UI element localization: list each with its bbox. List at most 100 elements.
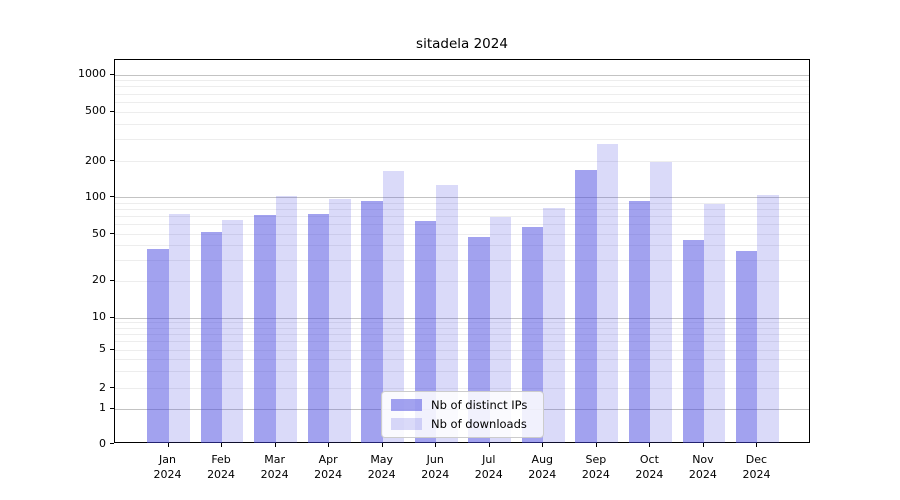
x-tick-mark bbox=[542, 443, 544, 447]
x-tick-mark bbox=[328, 443, 330, 447]
legend-label-downloads: Nb of downloads bbox=[431, 417, 527, 431]
legend-swatch-distinct-ips bbox=[391, 399, 422, 411]
bar-downloads bbox=[275, 195, 298, 443]
y-tick-label: 20 bbox=[92, 273, 106, 286]
x-tick-mark bbox=[274, 443, 276, 447]
gridline-minor bbox=[115, 209, 809, 211]
gridline-minor bbox=[115, 327, 809, 329]
y-tick-label: 10 bbox=[92, 310, 106, 323]
y-tick-label: 1 bbox=[99, 401, 106, 414]
x-tick-mark bbox=[435, 443, 437, 447]
gridline-minor bbox=[115, 388, 809, 389]
legend-item-downloads: Nb of downloads bbox=[391, 416, 534, 432]
bar-distinct-ips bbox=[575, 170, 597, 443]
x-tick-mark bbox=[381, 443, 383, 447]
bar-downloads bbox=[382, 170, 405, 443]
y-tick-mark bbox=[110, 110, 114, 112]
bar-distinct-ips bbox=[254, 214, 276, 443]
bar-downloads bbox=[168, 213, 190, 443]
y-tick-label: 2 bbox=[99, 380, 106, 394]
gridline-minor bbox=[115, 80, 809, 82]
bar-downloads bbox=[596, 143, 619, 443]
y-tick-label: 200 bbox=[85, 153, 106, 167]
plot-area bbox=[114, 59, 810, 443]
gridline-minor bbox=[115, 161, 809, 162]
gridline-minor bbox=[115, 101, 809, 103]
bar-distinct-ips bbox=[414, 220, 437, 443]
bar-downloads bbox=[436, 184, 458, 443]
y-tick-mark bbox=[110, 73, 114, 75]
bar-downloads bbox=[329, 198, 351, 443]
bar-downloads bbox=[543, 207, 565, 443]
x-tick-mark bbox=[595, 443, 597, 447]
gridline-major bbox=[115, 74, 809, 76]
x-tick-mark bbox=[702, 443, 704, 447]
bar-downloads bbox=[222, 220, 244, 443]
bar-distinct-ips bbox=[147, 249, 169, 443]
gridline-minor bbox=[115, 234, 809, 235]
gridline-minor bbox=[115, 86, 809, 88]
gridline-minor bbox=[115, 93, 809, 95]
bar-distinct-ips bbox=[736, 250, 758, 443]
x-tick-label: Feb 2024 bbox=[207, 453, 236, 481]
gridline-minor bbox=[115, 333, 809, 335]
gridline-minor bbox=[115, 341, 809, 343]
x-tick-label: Nov 2024 bbox=[688, 453, 717, 481]
gridline-minor bbox=[115, 202, 809, 204]
chart-title: sitadela 2024 bbox=[416, 36, 508, 52]
bar-downloads bbox=[703, 204, 726, 443]
x-tick-label: May 2024 bbox=[367, 453, 396, 481]
bar-downloads bbox=[757, 194, 779, 443]
y-tick-mark bbox=[110, 279, 114, 281]
legend-label-distinct-ips: Nb of distinct IPs bbox=[431, 398, 528, 412]
bar-downloads bbox=[650, 162, 672, 443]
y-tick-mark bbox=[110, 233, 114, 234]
x-tick-label: Mar 2024 bbox=[260, 453, 289, 481]
y-tick-mark bbox=[110, 316, 114, 318]
x-tick-mark bbox=[167, 443, 169, 447]
legend: Nb of distinct IPs Nb of downloads bbox=[381, 391, 544, 438]
y-tick-label: 500 bbox=[85, 104, 106, 117]
gridline-minor bbox=[115, 224, 809, 226]
y-tick-mark bbox=[110, 160, 114, 161]
x-tick-label: Apr 2024 bbox=[314, 453, 343, 481]
x-tick-label: Oct 2024 bbox=[635, 453, 664, 481]
bar-distinct-ips bbox=[361, 201, 383, 443]
x-tick-label: Aug 2024 bbox=[528, 453, 557, 481]
gridline-major bbox=[115, 197, 809, 199]
gridline-minor bbox=[115, 280, 809, 282]
y-tick-mark bbox=[110, 443, 114, 444]
y-tick-label: 50 bbox=[92, 226, 106, 240]
bar-distinct-ips bbox=[628, 201, 651, 443]
bar-distinct-ips bbox=[307, 213, 330, 443]
gridline-minor bbox=[115, 245, 809, 247]
bar-distinct-ips bbox=[521, 227, 544, 443]
bar-distinct-ips bbox=[200, 231, 223, 443]
gridline-minor bbox=[115, 259, 809, 261]
x-tick-label: Sep 2024 bbox=[581, 453, 610, 481]
gridline-minor bbox=[115, 349, 809, 351]
x-tick-mark bbox=[649, 443, 651, 447]
legend-swatch-downloads bbox=[391, 418, 422, 430]
gridline-major bbox=[115, 317, 809, 319]
y-tick-label: 1000 bbox=[78, 67, 106, 80]
y-tick-label: 100 bbox=[85, 189, 106, 203]
y-tick-mark bbox=[110, 407, 114, 409]
gridline-minor bbox=[115, 322, 809, 324]
bar-distinct-ips bbox=[682, 240, 704, 443]
gridline-minor bbox=[115, 216, 809, 218]
gridline-minor bbox=[115, 123, 809, 125]
x-tick-mark bbox=[756, 443, 758, 447]
legend-item-distinct-ips: Nb of distinct IPs bbox=[391, 397, 534, 413]
bar-downloads bbox=[489, 216, 512, 443]
gridline-minor bbox=[115, 111, 809, 113]
y-tick-mark bbox=[110, 348, 114, 350]
y-tick-mark bbox=[110, 196, 114, 198]
x-tick-label: Jun 2024 bbox=[421, 453, 450, 481]
gridline-minor bbox=[115, 370, 809, 372]
x-tick-label: Jan 2024 bbox=[153, 453, 182, 481]
x-tick-label: Dec 2024 bbox=[742, 453, 771, 481]
gridline-minor bbox=[115, 358, 809, 360]
y-tick-label: 0 bbox=[99, 436, 106, 450]
